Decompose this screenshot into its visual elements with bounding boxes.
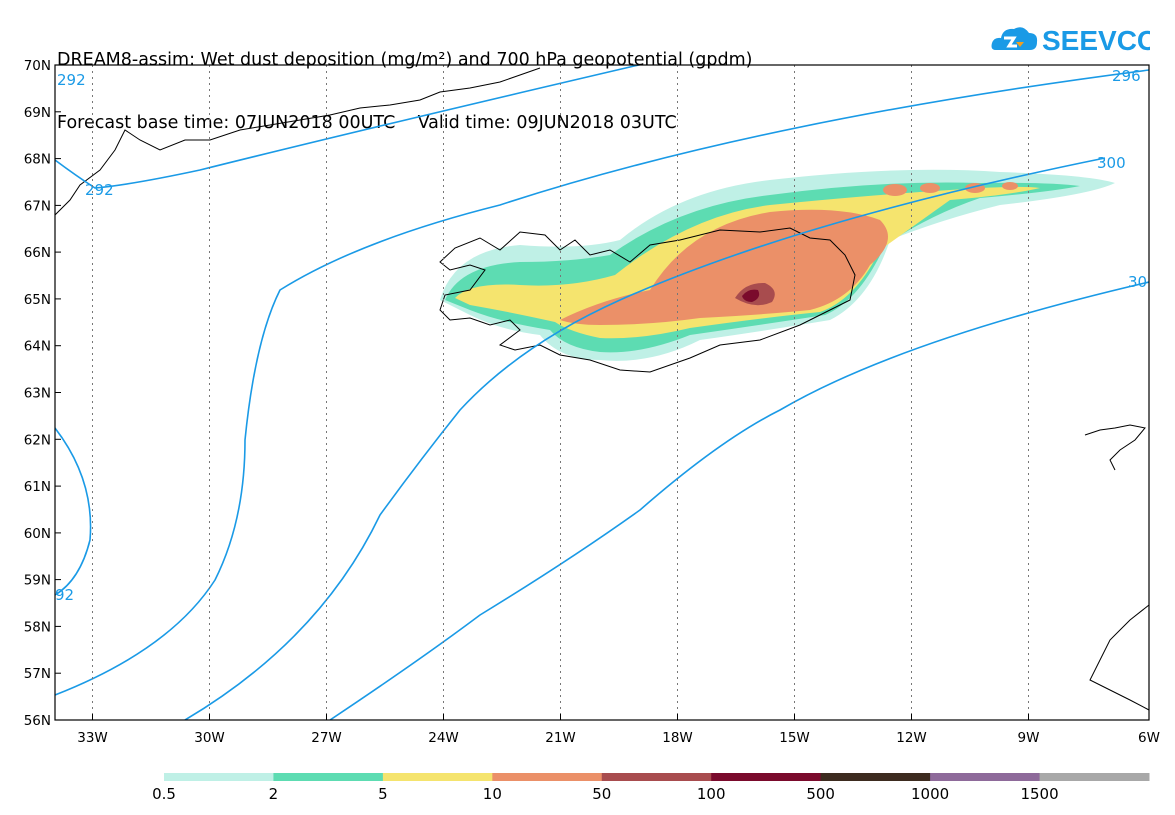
contour-label: 30: [1128, 273, 1147, 291]
lon-label: 33W: [77, 730, 108, 746]
contour-292: [55, 65, 643, 189]
lon-label: 27W: [311, 730, 342, 746]
lon-label: 9W: [1018, 730, 1040, 746]
valid-time-label: Valid time:: [417, 113, 511, 133]
cloud-icon: [991, 27, 1038, 50]
lat-label: 59N: [24, 573, 51, 589]
lat-label: 70N: [24, 58, 51, 74]
lon-ticks: [92, 714, 1029, 720]
dust-level-100: [742, 289, 760, 302]
contour-296: [55, 69, 1149, 696]
lon-label: 6W: [1138, 730, 1160, 746]
map-grid: [92, 65, 1029, 720]
lon-label: 12W: [896, 730, 927, 746]
contour-304: [329, 281, 1149, 720]
lat-label: 67N: [24, 198, 51, 214]
dust-plume-spot: [1002, 182, 1018, 190]
lat-label: 65N: [24, 292, 51, 308]
map-border: [54, 64, 1150, 721]
lat-label: 57N: [24, 666, 51, 682]
iceland-coastline: [439, 227, 856, 373]
coastlines: [55, 67, 1149, 711]
lat-label: 66N: [24, 245, 51, 261]
lon-label: 15W: [779, 730, 810, 746]
greenland-coastline: [55, 67, 541, 216]
lat-label: 64N: [24, 339, 51, 355]
lat-label: 60N: [24, 526, 51, 542]
lat-label: 62N: [24, 432, 51, 448]
lon-label: 24W: [428, 730, 459, 746]
dust-plume-spot: [920, 183, 940, 193]
valid-time-value: 09JUN2018 03UTC: [516, 113, 677, 133]
contour-label: 296: [1112, 67, 1141, 85]
lon-label: 21W: [545, 730, 576, 746]
lat-label: 68N: [24, 152, 51, 168]
dust-level-10: [560, 209, 888, 325]
lat-labels: 70N 69N 68N 67N 66N 65N 64N 63N 62N 61N …: [24, 58, 51, 729]
contour-292-west: [55, 427, 92, 596]
seevccc-logo: SEEVCCC: [991, 25, 1150, 56]
dust-plume-spot: [883, 184, 907, 196]
dust-field: [440, 169, 1115, 361]
lat-label: 56N: [24, 713, 51, 729]
contour-label: 292: [85, 181, 114, 199]
contour-label: 92: [55, 586, 74, 604]
geopotential-contours: [55, 65, 1149, 720]
lon-label: 18W: [662, 730, 693, 746]
logo-text: SEEVCCC: [1042, 25, 1150, 56]
lon-labels: 33W 30W 27W 24W 21W 18W 15W 12W 9W 6W: [77, 730, 1160, 746]
base-time-label: Forecast base time:: [57, 113, 230, 133]
lat-label: 58N: [24, 619, 51, 635]
contour-label: 292: [57, 71, 86, 89]
lat-label: 69N: [24, 105, 51, 121]
faroe-coastline: [1084, 424, 1146, 471]
lat-ticks: [55, 64, 61, 721]
contour-label: 300: [1097, 154, 1126, 172]
lat-label: 63N: [24, 386, 51, 402]
lon-label: 30W: [194, 730, 225, 746]
norway-coastline: [1089, 604, 1149, 711]
lat-label: 61N: [24, 479, 51, 495]
contour-300: [184, 157, 1106, 720]
